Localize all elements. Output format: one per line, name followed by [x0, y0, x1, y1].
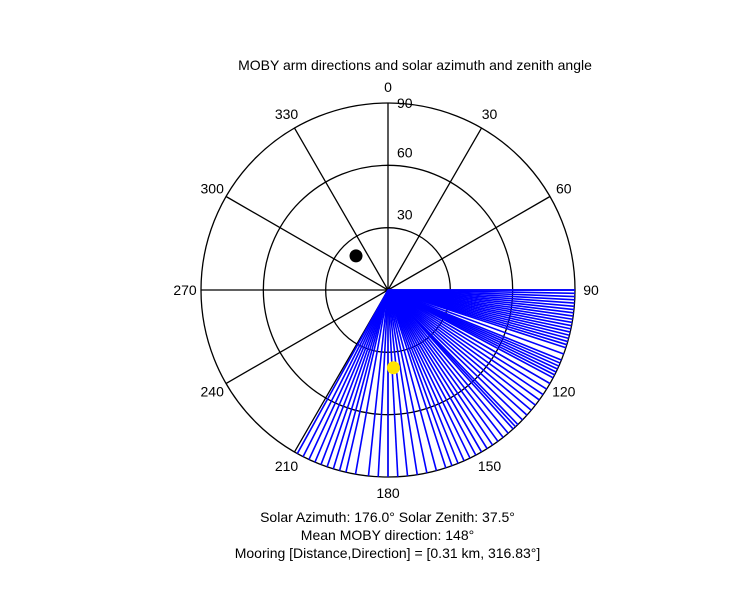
arm-direction-line	[387, 289, 499, 442]
arm-direction-line	[387, 289, 488, 450]
angle-label-90: 90	[583, 282, 599, 298]
spoke-300	[225, 195, 389, 291]
arm-direction-line	[320, 289, 389, 465]
arm-direction-line	[387, 289, 447, 469]
mooring-point	[349, 249, 363, 263]
moby-direction-line: Mean MOBY direction: 148°	[300, 527, 475, 543]
arm-direction-line	[345, 289, 389, 473]
tick-labels: 0 30 60 90 120 150 180 210 240 270 300 330 30 60 90	[173, 79, 599, 501]
arm-direction-line	[314, 289, 389, 463]
arm-direction-line	[387, 289, 544, 396]
arm-direction-line	[387, 289, 504, 438]
arm-direction-line	[377, 289, 389, 477]
arm-direction-line	[387, 289, 428, 474]
spoke-330	[293, 127, 389, 291]
angle-label-330: 330	[275, 106, 299, 122]
radial-label-60: 60	[397, 144, 413, 160]
angle-label-120: 120	[552, 384, 576, 400]
arm-direction-line	[387, 289, 528, 416]
angle-label-210: 210	[275, 458, 299, 474]
angle-label-270: 270	[173, 282, 197, 298]
spoke-30	[387, 127, 483, 291]
arm-direction-line	[326, 289, 389, 468]
arm-direction-line	[296, 289, 389, 454]
angle-label-30: 30	[482, 106, 498, 122]
angle-label-240: 240	[201, 384, 225, 400]
arm-direction-line	[332, 289, 389, 470]
arm-direction-line	[387, 289, 465, 462]
arm-direction-line	[387, 289, 548, 390]
arm-direction-line	[387, 289, 514, 430]
arm-direction-line	[387, 289, 483, 453]
angle-label-0: 0	[384, 79, 392, 95]
arm-direction-line	[302, 289, 389, 457]
arm-direction-line	[387, 289, 419, 475]
arm-direction-line	[387, 289, 540, 401]
arm-direction-line	[387, 289, 567, 349]
angle-label-300: 300	[201, 181, 225, 197]
spoke-240	[225, 289, 389, 385]
markers	[349, 249, 400, 375]
solar-info-line: Solar Azimuth: 176.0° Solar Zenith: 37.5…	[260, 509, 515, 525]
arm-direction-line	[387, 289, 409, 477]
arm-direction-line	[387, 289, 438, 471]
radial-label-30: 30	[397, 207, 413, 223]
arm-direction-line	[387, 289, 564, 355]
spoke-60	[387, 195, 551, 291]
arm-direction-line	[354, 289, 389, 475]
angle-label-180: 180	[376, 485, 400, 501]
arm-direction-line	[387, 289, 494, 446]
arm-direction-line	[387, 289, 551, 385]
arm-direction-line	[387, 289, 477, 456]
arm-direction-line	[308, 289, 389, 460]
arm-direction-line	[367, 289, 389, 477]
arm-direction-line	[387, 289, 554, 379]
mooring-info-line: Mooring [Distance,Direction] = [0.31 km,…	[234, 545, 541, 561]
arm-direction-line	[387, 289, 471, 459]
chart-title: MOBY arm directions and solar azimuth an…	[238, 57, 592, 73]
arm-direction-line	[338, 289, 389, 471]
arm-direction-line	[387, 289, 532, 411]
angle-label-60: 60	[556, 181, 572, 197]
arm-direction-lines	[296, 289, 575, 477]
arm-direction-line	[387, 289, 459, 464]
arm-direction-line	[387, 289, 509, 434]
radial-label-90: 90	[397, 95, 413, 111]
angle-label-150: 150	[478, 458, 502, 474]
sun-point	[386, 361, 400, 375]
arm-direction-line	[387, 289, 453, 466]
arm-direction-line	[387, 289, 536, 406]
arm-direction-line	[387, 289, 399, 477]
arm-direction-line	[387, 289, 524, 421]
